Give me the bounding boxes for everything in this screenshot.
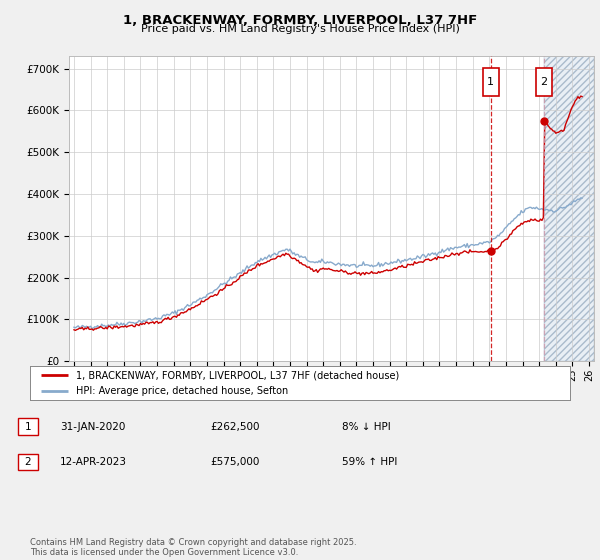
Text: 1: 1 [25, 422, 31, 432]
Text: £262,500: £262,500 [210, 422, 260, 432]
Bar [544, 56, 594, 361]
Text: 31-JAN-2020: 31-JAN-2020 [60, 422, 125, 432]
Text: HPI: Average price, detached house, Sefton: HPI: Average price, detached house, Seft… [76, 386, 288, 396]
Bar [483, 68, 499, 96]
Text: Price paid vs. HM Land Registry's House Price Index (HPI): Price paid vs. HM Land Registry's House … [140, 24, 460, 34]
Text: Contains HM Land Registry data © Crown copyright and database right 2025.
This d: Contains HM Land Registry data © Crown c… [30, 538, 356, 557]
Text: 1: 1 [487, 77, 494, 87]
Text: £575,000: £575,000 [210, 457, 259, 467]
Text: 2: 2 [25, 457, 31, 467]
Text: 1, BRACKENWAY, FORMBY, LIVERPOOL, L37 7HF (detached house): 1, BRACKENWAY, FORMBY, LIVERPOOL, L37 7H… [76, 370, 399, 380]
Text: 1, BRACKENWAY, FORMBY, LIVERPOOL, L37 7HF: 1, BRACKENWAY, FORMBY, LIVERPOOL, L37 7H… [123, 14, 477, 27]
Bar [536, 68, 552, 96]
Text: 8% ↓ HPI: 8% ↓ HPI [342, 422, 391, 432]
Text: 59% ↑ HPI: 59% ↑ HPI [342, 457, 397, 467]
Bar [544, 56, 594, 361]
Text: 12-APR-2023: 12-APR-2023 [60, 457, 127, 467]
Text: 2: 2 [540, 77, 547, 87]
